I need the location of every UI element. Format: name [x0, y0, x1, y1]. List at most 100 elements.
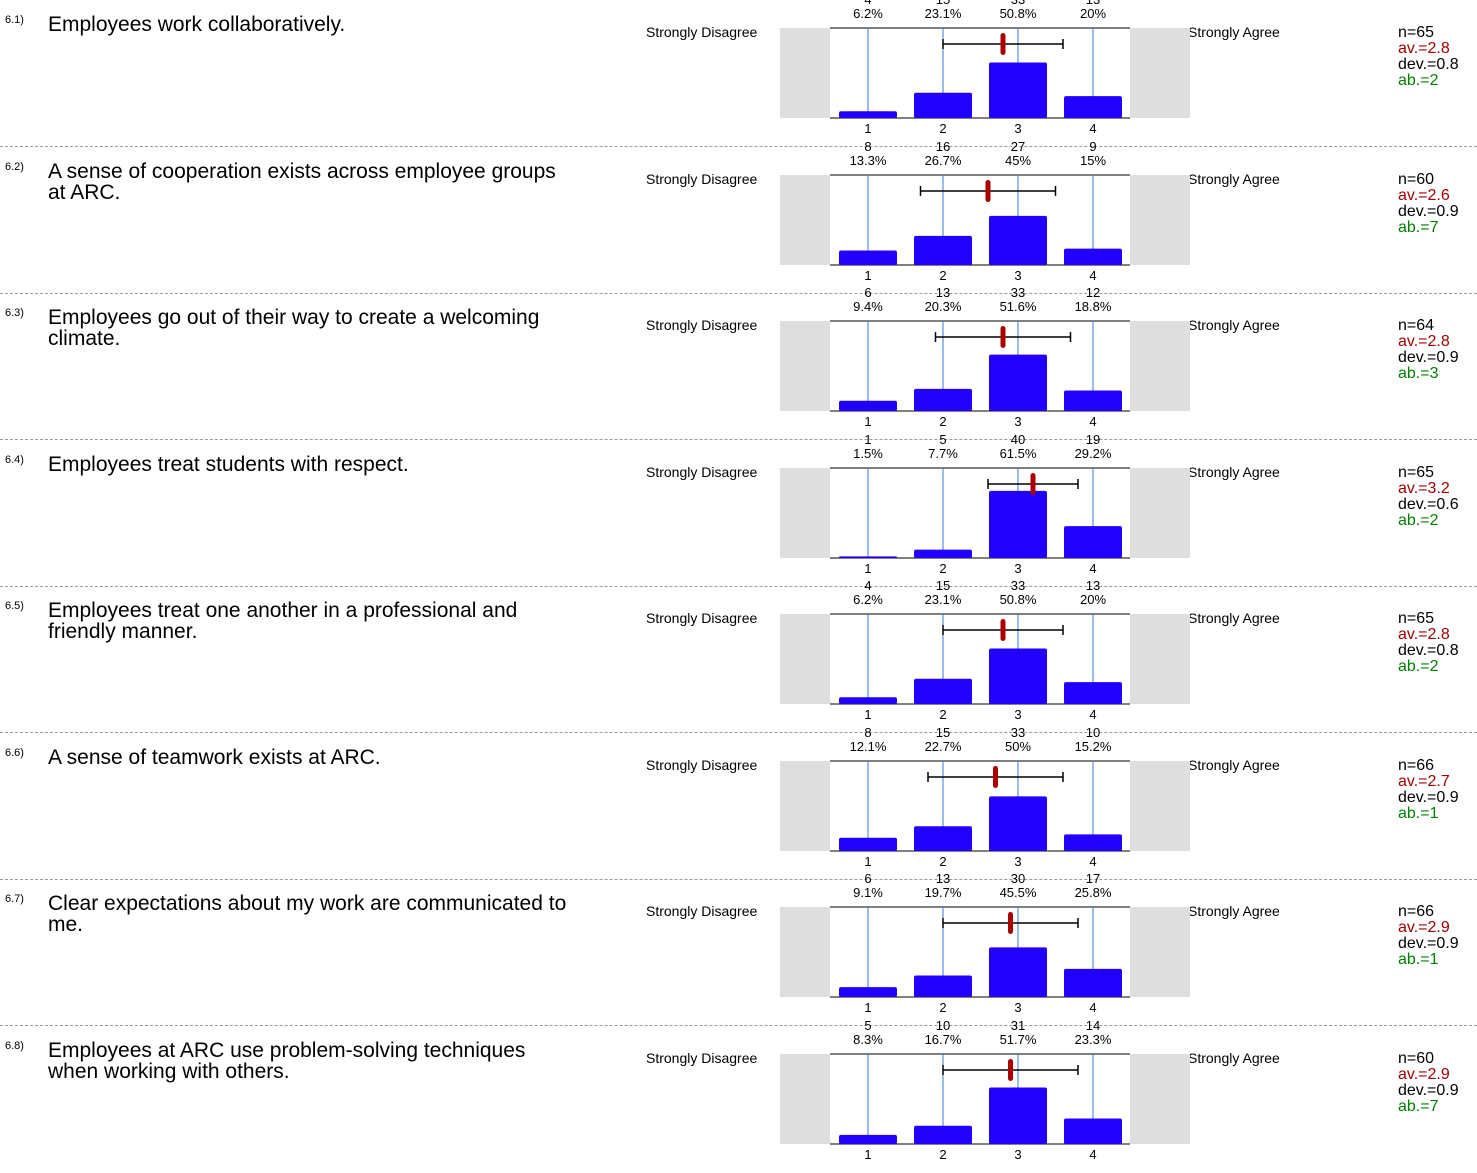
percent-label: 25.8% — [1075, 885, 1112, 900]
right-panel — [1130, 321, 1190, 411]
percent-label: 6.2% — [853, 592, 883, 607]
histogram: 8 12.1% 1 15 22.7% 2 33 50% 3 10 15.2% 4 — [780, 721, 1200, 876]
scale-left-label: Strongly Disagree — [646, 756, 758, 773]
histogram: 6 9.1% 1 13 19.7% 2 30 45.5% 3 17 25.8% 4 — [780, 867, 1200, 1022]
left-panel — [780, 174, 830, 265]
percent-label: 50.8% — [1000, 592, 1037, 607]
percent-label: 29.2% — [1075, 446, 1112, 461]
percent-label: 50.8% — [1000, 6, 1037, 21]
count-label: 15 — [936, 578, 950, 593]
percent-label: 15% — [1080, 153, 1106, 168]
x-tick-label: 1 — [864, 268, 871, 283]
stat-abstain: ab.=2 — [1398, 72, 1439, 89]
percent-label: 23.1% — [925, 592, 962, 607]
row-divider — [0, 1025, 1477, 1026]
mean-marker — [1030, 472, 1036, 495]
count-label: 33 — [1011, 0, 1025, 7]
bar — [839, 987, 897, 997]
percent-label: 26.7% — [925, 153, 962, 168]
scale-left-label: Strongly Disagree — [646, 170, 758, 187]
stat-abstain: ab.=3 — [1398, 365, 1439, 382]
bar — [914, 549, 972, 558]
question-number: 6.6) — [5, 746, 24, 759]
stats-block: n=65 av.=2.8 dev.=0.8 ab.=2 — [1398, 611, 1459, 675]
x-tick-label: 2 — [939, 414, 946, 429]
question-row: 6.7) Clear expectations about my work ar… — [0, 871, 1477, 1026]
scale-right-label: Strongly Agree — [1188, 903, 1280, 919]
count-label: 15 — [936, 0, 950, 7]
stat-n: n=66 — [1398, 903, 1435, 920]
row-divider — [0, 292, 1477, 294]
x-tick-label: 2 — [939, 854, 946, 869]
scale-right-label: Strongly Agree — [1188, 24, 1280, 40]
percent-label: 23.1% — [925, 6, 962, 21]
count-label: 15 — [936, 725, 950, 740]
stat-average: av.=3.2 — [1398, 479, 1450, 497]
percent-label: 6.2% — [853, 6, 883, 21]
count-label: 12 — [1086, 285, 1100, 300]
bar — [1064, 682, 1122, 704]
stat-n: n=60 — [1398, 1049, 1435, 1067]
bar — [989, 795, 1047, 851]
x-tick-label: 1 — [864, 561, 871, 576]
question-text: Employees treat one another in a profess… — [48, 599, 518, 643]
right-panel — [1130, 760, 1190, 851]
stat-n: n=66 — [1398, 756, 1435, 774]
question-number: 6.1) — [5, 14, 24, 26]
stat-n: n=65 — [1398, 610, 1435, 627]
count-label: 4 — [864, 578, 871, 593]
percent-label: 13.3% — [850, 153, 887, 168]
percent-label: 15.2% — [1075, 739, 1112, 754]
question-text: A sense of cooperation exists across emp… — [48, 159, 556, 204]
bar — [914, 388, 972, 411]
bar — [839, 400, 897, 411]
x-tick-label: 1 — [864, 1000, 871, 1015]
scale-left-label: Strongly Disagree — [646, 24, 758, 40]
count-label: 6 — [864, 285, 871, 300]
x-tick-label: 4 — [1089, 707, 1096, 722]
right-panel — [1130, 174, 1190, 265]
count-label: 13 — [1086, 578, 1100, 593]
count-label: 1 — [864, 432, 871, 447]
count-label: 9 — [1089, 139, 1096, 154]
mean-marker — [993, 765, 998, 788]
scale-left-label: Strongly Disagree — [646, 1049, 758, 1066]
count-label: 4 — [864, 0, 871, 7]
x-tick-label: 1 — [864, 1147, 871, 1162]
percent-label: 19.7% — [925, 885, 962, 900]
percent-label: 50% — [1005, 739, 1031, 754]
percent-label: 45% — [1005, 153, 1031, 168]
mean-marker — [1008, 1058, 1013, 1081]
x-tick-label: 2 — [939, 268, 946, 283]
count-label: 19 — [1086, 432, 1100, 447]
x-tick-label: 1 — [864, 707, 871, 722]
count-label: 10 — [936, 1018, 950, 1033]
stat-abstain: ab.=2 — [1398, 658, 1439, 675]
stat-deviation: dev.=0.9 — [1398, 1081, 1459, 1099]
count-label: 30 — [1011, 871, 1025, 886]
stat-average: av.=2.9 — [1398, 1065, 1450, 1083]
bar — [989, 215, 1047, 265]
x-tick-label: 2 — [939, 707, 946, 722]
bar — [989, 62, 1047, 118]
left-panel — [780, 614, 830, 704]
bar — [914, 235, 972, 265]
bar — [914, 975, 972, 997]
stat-n: n=65 — [1398, 24, 1435, 41]
stat-abstain: ab.=7 — [1398, 218, 1439, 236]
x-tick-label: 3 — [1014, 854, 1021, 869]
percent-label: 7.7% — [928, 446, 958, 461]
scale-right-label: Strongly Agree — [1188, 1049, 1280, 1066]
bar — [839, 697, 897, 704]
row-divider — [0, 585, 1477, 587]
row-divider — [0, 146, 1477, 147]
stat-average: av.=2.8 — [1398, 40, 1450, 57]
scale-right-label: Strongly Agree — [1188, 463, 1280, 480]
scale-right-label: Strongly Agree — [1188, 610, 1280, 626]
bar — [989, 354, 1047, 411]
